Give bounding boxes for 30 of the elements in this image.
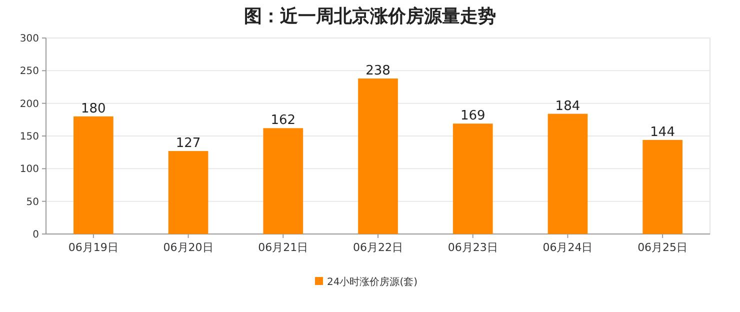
bar (74, 116, 114, 234)
y-tick-label: 200 (20, 98, 39, 110)
data-label: 184 (555, 98, 580, 114)
data-label: 169 (460, 108, 486, 124)
bar (168, 151, 208, 234)
y-tick-label: 250 (20, 66, 39, 78)
y-tick-label: 0 (32, 230, 39, 240)
bar (358, 78, 398, 234)
x-tick-label: 06月21日 (258, 241, 308, 254)
y-tick-label: 100 (20, 164, 39, 176)
x-tick-label: 06月19日 (68, 241, 118, 254)
data-label: 127 (176, 136, 201, 152)
bar (548, 114, 588, 234)
data-label: 144 (650, 124, 675, 140)
data-label: 162 (270, 113, 296, 128)
x-tick-label: 06月22日 (353, 241, 403, 254)
data-label: 180 (81, 101, 106, 116)
bar (642, 140, 682, 234)
y-tick-label: 150 (20, 132, 39, 142)
x-tick-label: 06月24日 (542, 241, 593, 254)
data-label: 238 (366, 64, 390, 79)
x-tick-label: 06月23日 (448, 241, 498, 254)
chart-title: 图：近一周北京涨价房源量走势 (244, 6, 496, 27)
bar (263, 128, 304, 234)
bar (452, 124, 493, 234)
y-tick-label: 50 (26, 196, 39, 208)
x-tick-label: 06月20日 (163, 241, 214, 254)
legend-label: 24小时涨价房源(套) (327, 276, 418, 288)
y-tick-label: 300 (20, 34, 39, 44)
x-tick-label: 06月25日 (638, 241, 688, 254)
